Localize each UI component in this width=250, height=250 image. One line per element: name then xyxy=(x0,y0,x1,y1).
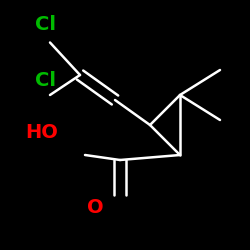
Text: Cl: Cl xyxy=(35,16,56,34)
Text: HO: HO xyxy=(25,123,58,142)
Text: O: O xyxy=(87,198,103,217)
Text: Cl: Cl xyxy=(35,70,56,90)
